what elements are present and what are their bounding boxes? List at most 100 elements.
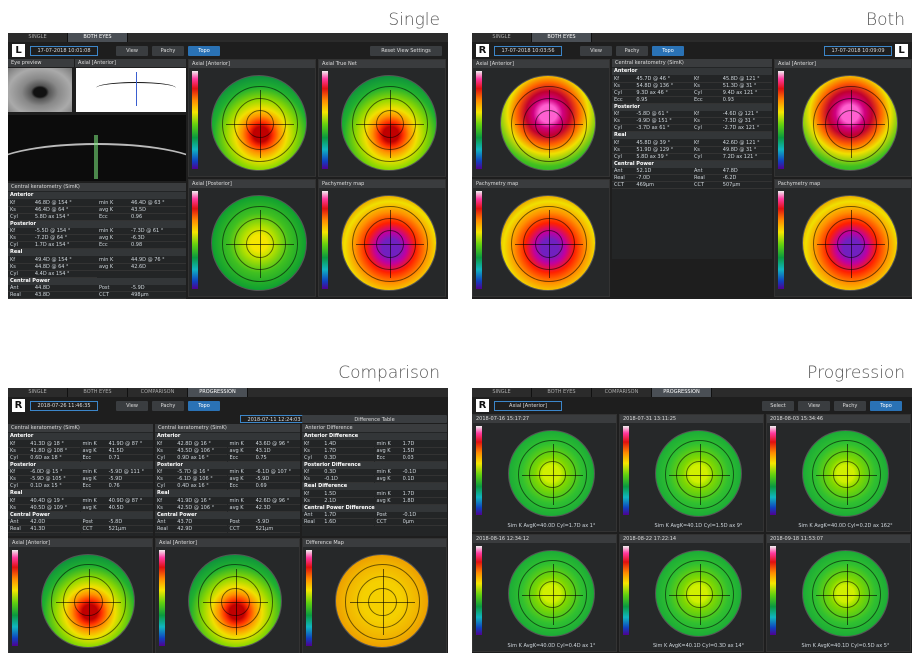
table-cell: 49.8D @ 31 ° <box>720 147 772 154</box>
table-cell: Ks <box>8 207 33 214</box>
table-cell: min K <box>227 498 254 505</box>
table-cell: Cyl <box>302 455 323 462</box>
map-axis <box>235 569 237 635</box>
mode-tab[interactable]: COMPARISON <box>128 388 188 397</box>
table-cell: Cyl <box>155 483 176 490</box>
table-cell: avg K <box>97 235 130 242</box>
section-header: Real <box>8 249 186 256</box>
table-cell: avg K <box>80 476 107 483</box>
map-axis <box>549 90 550 158</box>
toolbar-button[interactable]: Select <box>762 401 794 411</box>
table-cell: Cyl <box>8 483 29 490</box>
mode-tab[interactable]: BOTH EYES <box>532 388 592 397</box>
exam-date[interactable]: 17-07-2018 10:03:56 <box>494 46 562 56</box>
exam-date[interactable]: 17-07-2018 10:01:08 <box>30 46 98 56</box>
table-cell: -7.3D @ 61 ° <box>129 228 186 235</box>
action-button[interactable]: Difference Table <box>302 415 447 423</box>
table-cell: Ks <box>302 476 323 483</box>
table-cell: 42.6D @ 96 ° <box>253 498 300 505</box>
map-circle <box>508 430 595 517</box>
table-cell: avg K <box>227 448 254 455</box>
map-circle <box>341 75 437 171</box>
table-cell: Kf <box>612 76 635 83</box>
table-cell: 40.4D @ 19 ° <box>28 498 81 505</box>
toolbar-button[interactable]: View <box>580 46 612 56</box>
map-footer: Sim K AvgK=40.0D Cyl=1.7D ax 1° <box>507 523 596 529</box>
map-axis <box>515 244 583 245</box>
mode-tab[interactable]: SINGLE <box>8 388 68 397</box>
map-ring <box>221 205 299 283</box>
table-cell: -6.3D <box>129 235 186 242</box>
section-header: Anterior Difference <box>302 433 447 440</box>
map-axis <box>390 90 391 158</box>
mode-tab[interactable]: BOTH EYES <box>68 388 128 397</box>
table-cell: 42.0D <box>28 519 81 526</box>
toolbar-button[interactable]: Topo <box>188 46 220 56</box>
toolbar-button[interactable]: Pachy <box>152 401 184 411</box>
action-button[interactable]: Reset View Settings <box>370 46 442 56</box>
exam-date[interactable]: 2018-07-26 11:46:35 <box>30 401 98 411</box>
section-header: Posterior <box>155 461 300 469</box>
table-cell: Kf <box>612 140 635 147</box>
table-cell: CCT <box>97 292 130 299</box>
table-cell: Cyl <box>692 90 721 97</box>
map-axis <box>816 474 877 476</box>
map-axis <box>846 444 848 505</box>
map-axis <box>816 594 877 596</box>
toolbar-button[interactable]: Pachy <box>616 46 648 56</box>
table-cell: 0.71 <box>106 455 153 462</box>
table-cell: -6.0D @ 15 ° <box>28 469 81 476</box>
table-cell: 0.6D ax 18 ° <box>28 455 81 462</box>
exam-date[interactable]: 2018-07-11 12:24:03 <box>240 415 308 423</box>
eye-indicator: R <box>12 399 25 412</box>
table-cell: Ant <box>155 519 176 526</box>
mode-tab[interactable]: PROGRESSION <box>652 388 712 397</box>
mode-tab[interactable]: SINGLE <box>472 388 532 397</box>
table-cell: Kf <box>302 441 323 448</box>
map-axis <box>88 569 90 635</box>
table-cell: Ks <box>8 505 29 512</box>
table-cell: Cyl <box>612 154 635 161</box>
map-circle <box>655 430 742 517</box>
map-title: Pachymetry map <box>473 180 609 188</box>
table-cell: Real <box>692 175 721 182</box>
mode-tab[interactable]: SINGLE <box>472 33 532 42</box>
toolbar-button[interactable]: Pachy <box>152 46 184 56</box>
table-cell: -4.6D @ 121 ° <box>720 111 772 118</box>
table-cell: Kf <box>612 111 635 118</box>
toolbar-button[interactable]: Pachy <box>834 401 866 411</box>
table-cell: 41.9D @ 16 ° <box>175 498 228 505</box>
map-axis <box>390 210 391 278</box>
toolbar-button[interactable]: View <box>116 401 148 411</box>
mode-tab[interactable]: SINGLE <box>8 33 68 42</box>
topography-map: Axial [Anterior] <box>774 59 912 177</box>
table-cell: CCT <box>227 526 254 533</box>
table-cell: avg K <box>374 448 401 455</box>
mode-tab[interactable]: BOTH EYES <box>68 33 128 42</box>
toolbar-button[interactable]: Topo <box>188 401 220 411</box>
mode-tab[interactable]: COMPARISON <box>592 388 652 397</box>
table-cell: 49.4D @ 154 ° <box>32 257 97 264</box>
mode-tab[interactable]: PROGRESSION <box>188 388 248 397</box>
map-circle <box>802 195 898 291</box>
table-cell: 44.8D @ 64 ° <box>32 264 97 271</box>
table-cell: 1.8D <box>400 498 447 505</box>
color-scale <box>476 546 482 635</box>
color-scale <box>306 550 312 646</box>
exam-date[interactable]: Axial [Anterior] <box>494 401 562 411</box>
table-title: Central keratometry (SimK) <box>8 424 153 432</box>
exam-date[interactable]: 17-07-2018 10:09:09 <box>824 46 892 56</box>
table-cell: 5.8D ax 39 ° <box>634 154 692 161</box>
map-footer: Sim K AvgK=40.1D Cyl=1.5D ax 9° <box>654 523 743 529</box>
topography-map: Difference Map <box>302 538 447 653</box>
map-axis <box>522 594 583 596</box>
toolbar-button[interactable]: Topo <box>870 401 902 411</box>
toolbar-button[interactable]: View <box>116 46 148 56</box>
map-axis <box>851 210 852 278</box>
table-cell: Cyl <box>692 125 721 132</box>
toolbar-button[interactable]: View <box>798 401 830 411</box>
mode-tab[interactable]: BOTH EYES <box>532 33 592 42</box>
map-ring <box>197 564 274 640</box>
toolbar-button[interactable]: Topo <box>652 46 684 56</box>
map-axis <box>549 210 550 278</box>
